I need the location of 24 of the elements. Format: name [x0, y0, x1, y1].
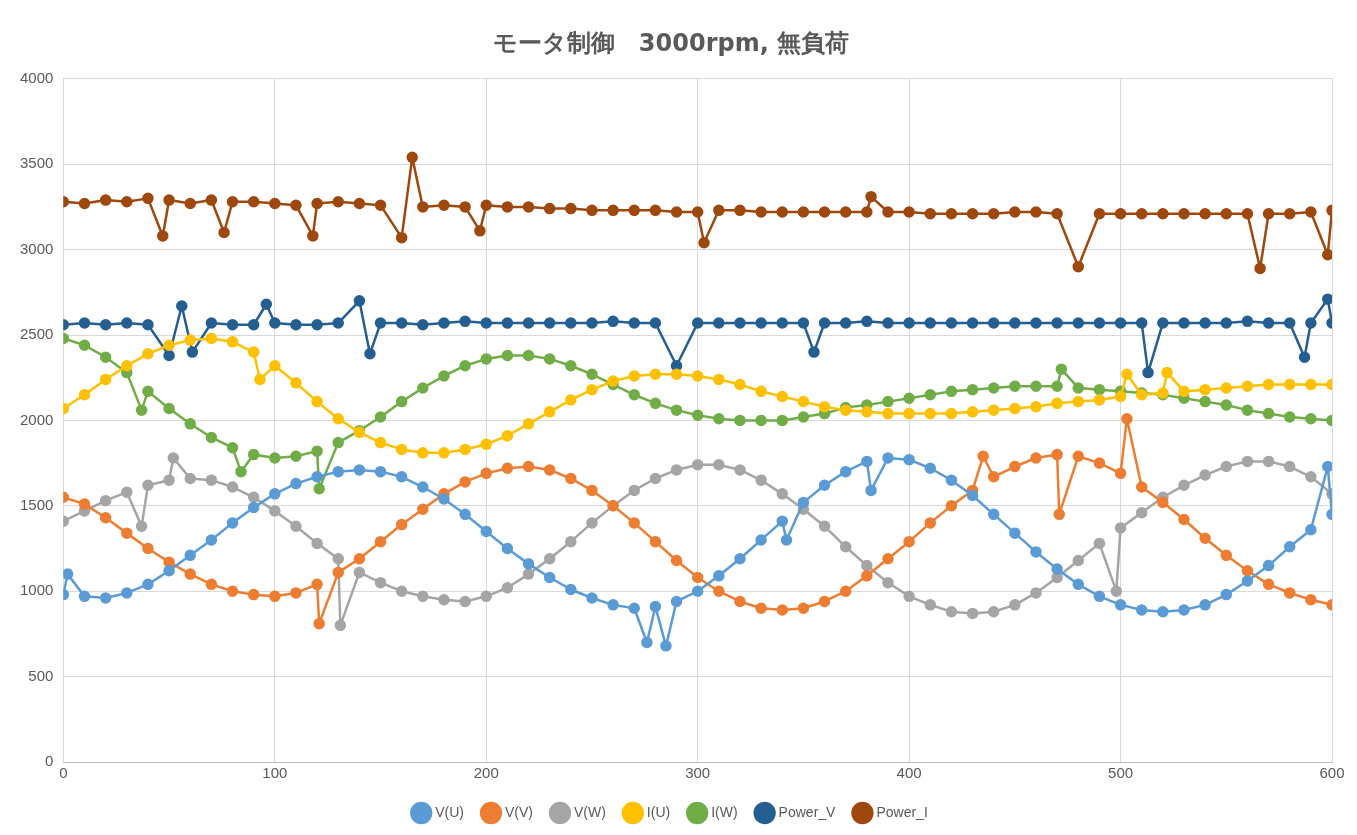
y-tick-label: 4000 — [19, 68, 54, 86]
x-tick-label: 100 — [262, 764, 288, 782]
legend-label: I(W) — [711, 803, 738, 820]
y-tick-label: 1500 — [19, 495, 54, 513]
y-tick-label: 500 — [28, 666, 54, 684]
x-tick-label: 400 — [896, 764, 922, 782]
y-tick-label: 0 — [45, 752, 54, 770]
chart-title: モータ制御 3000rpm, 無負荷 — [492, 28, 850, 57]
x-tick-label: 0 — [59, 764, 68, 782]
x-tick-label: 300 — [685, 764, 711, 782]
legend-label: V(U) — [435, 803, 464, 820]
y-tick-label: 3000 — [19, 239, 54, 257]
legend-label: I(U) — [646, 803, 671, 820]
legend-label: V(V) — [504, 803, 533, 820]
legend-label: Power_V — [778, 803, 837, 820]
y-tick-label: 2000 — [19, 410, 54, 428]
x-tick-label: 600 — [1319, 764, 1345, 782]
y-tick-label: 3500 — [19, 154, 54, 172]
x-tick-label: 500 — [1108, 764, 1134, 782]
legend-label: V(W) — [573, 803, 606, 820]
y-tick-label: 1000 — [19, 581, 54, 599]
y-tick-label: 2500 — [19, 325, 54, 343]
x-tick-label: 200 — [473, 764, 499, 782]
legend-label: Power_I — [876, 803, 928, 820]
